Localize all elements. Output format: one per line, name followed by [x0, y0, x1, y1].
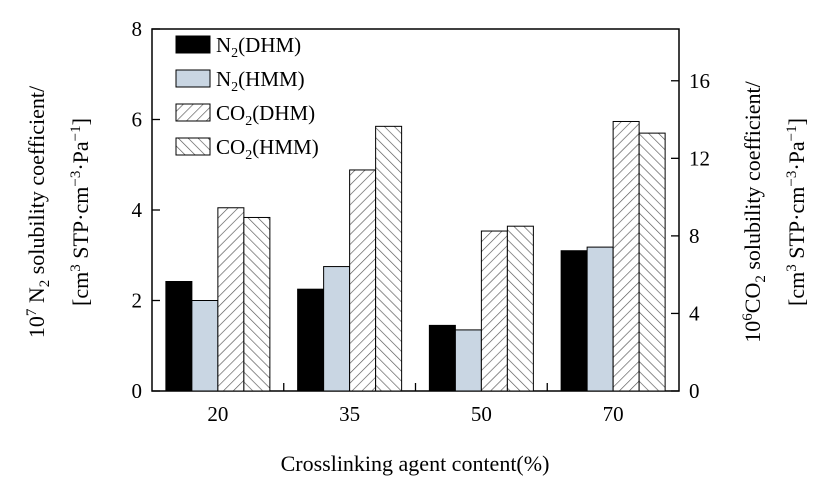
legend-label-co2-dhm-: CO2(DHM) — [216, 101, 315, 129]
bar-co2-hmm--20 — [243, 216, 271, 392]
right-tick-label-12: 12 — [689, 146, 710, 170]
legend-swatch-co2-dhm- — [175, 103, 211, 122]
legend-label-n2-dhm-: N2(DHM) — [216, 33, 301, 61]
right-tick-label-0: 0 — [689, 379, 700, 403]
x-tick-label-50: 50 — [471, 402, 492, 426]
bars-group — [165, 120, 666, 392]
bar-n2-hmm--50 — [454, 329, 482, 392]
bar-n2-dhm--70 — [560, 250, 588, 392]
bar-co2-dhm--50 — [480, 230, 508, 392]
right-axis-title-line1: 106CO2 solubility coefficient/ — [740, 80, 769, 342]
x-axis-title: Crosslinking agent content(%) — [281, 451, 550, 476]
left-tick-label-6: 6 — [132, 108, 143, 132]
x-tick-label-70: 70 — [603, 402, 624, 426]
right-axis-title-line2: [cm3 STP·cm−3·Pa−1] — [784, 118, 809, 306]
bar-co2-dhm--35 — [349, 169, 377, 392]
left-tick-label-0: 0 — [132, 379, 143, 403]
bar-n2-dhm--35 — [297, 288, 325, 392]
right-axis-title: 106CO2 solubility coefficient/ [cm3 STP·… — [740, 80, 809, 342]
bar-co2-hmm--50 — [506, 225, 534, 392]
x-tick-label-20: 20 — [207, 402, 228, 426]
left-axis-title: 107 N2 solubility coefficient/ [cm3 STP·… — [24, 85, 93, 338]
bar-n2-hmm--70 — [586, 246, 614, 392]
legend-swatch-n2-hmm- — [175, 69, 211, 88]
legend-swatch-co2-hmm- — [175, 137, 211, 156]
x-tick-label-35: 35 — [339, 402, 360, 426]
right-tick-label-4: 4 — [689, 301, 700, 325]
left-tick-label-2: 2 — [132, 289, 143, 313]
legend: N2(DHM) N2(HMM) CO2(DHM) CO2(HMM) — [175, 33, 319, 163]
legend-label-co2-hmm-: CO2(HMM) — [216, 135, 319, 163]
bar-co2-dhm--20 — [217, 207, 245, 392]
right-tick-label-16: 16 — [689, 69, 710, 93]
bar-n2-hmm--35 — [323, 266, 351, 392]
ticks-group: 0 2 4 6 8 0 4 8 12 16 20 35 50 70 — [132, 17, 711, 426]
left-axis-title-line1: 107 N2 solubility coefficient/ — [24, 85, 53, 338]
bar-n2-dhm--50 — [428, 324, 456, 392]
right-tick-label-8: 8 — [689, 224, 700, 248]
bar-n2-dhm--20 — [165, 280, 193, 392]
legend-label-n2-hmm-: N2(HMM) — [216, 67, 305, 95]
left-tick-label-4: 4 — [132, 198, 143, 222]
bar-co2-dhm--70 — [612, 120, 640, 392]
bar-co2-hmm--70 — [638, 132, 666, 392]
bar-n2-hmm--20 — [191, 300, 219, 392]
left-tick-label-8: 8 — [132, 17, 143, 41]
left-axis-title-line2: [cm3 STP·cm−3·Pa−1] — [68, 118, 93, 306]
bar-co2-hmm--35 — [375, 125, 403, 392]
legend-swatch-n2-dhm- — [175, 35, 211, 54]
